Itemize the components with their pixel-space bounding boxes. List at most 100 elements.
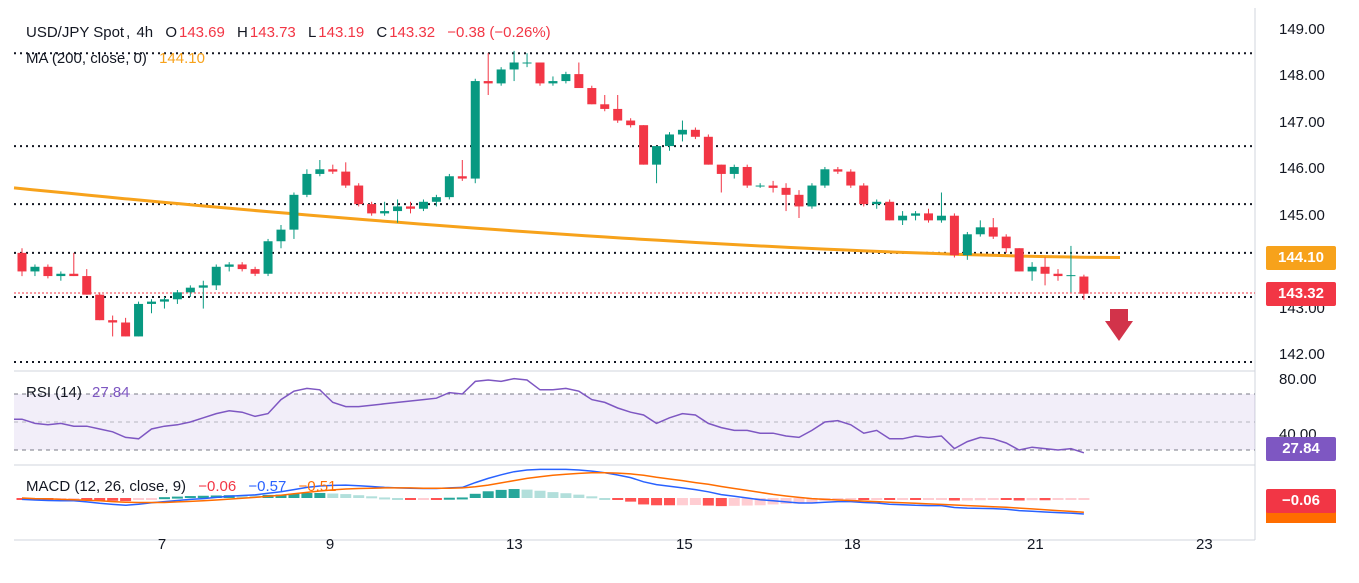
- candle-body: [185, 287, 195, 293]
- candle-body: [1079, 276, 1089, 294]
- macd-histogram-bar: [832, 498, 844, 500]
- macd-histogram-bar: [612, 498, 624, 500]
- macd-histogram-bar: [961, 498, 973, 501]
- macd-histogram-bar: [146, 498, 157, 500]
- candlestick-series: [17, 50, 1089, 337]
- macd-histogram-bar: [366, 496, 378, 499]
- macd-histogram-bar: [534, 490, 546, 498]
- candle-body: [949, 215, 959, 256]
- candle-body: [121, 322, 131, 337]
- macd-histogram-bar: [1026, 498, 1038, 501]
- price-badge: 143.32: [1266, 282, 1336, 306]
- macd-histogram-bar: [405, 498, 416, 500]
- time-tick: 15: [676, 536, 693, 553]
- candle-body: [898, 215, 908, 221]
- macd-histogram-bar: [910, 498, 922, 500]
- macd-histogram-bar: [871, 498, 883, 500]
- macd-histogram-bar: [754, 498, 766, 506]
- time-tick: 7: [157, 536, 167, 553]
- macd-histogram-bar: [793, 498, 805, 504]
- macd-histogram-bar: [94, 498, 106, 501]
- macd-histogram-bar: [689, 498, 701, 505]
- macd-histogram-bar: [974, 498, 986, 501]
- candle-body: [975, 227, 985, 235]
- macd-histogram-bar: [158, 497, 170, 500]
- macd-histogram-bar: [443, 497, 455, 500]
- macd-value: −0.06: [198, 478, 237, 495]
- macd-histogram-bar: [547, 492, 559, 498]
- candle-body: [561, 74, 571, 82]
- candle-body: [457, 176, 467, 179]
- macd-badge: −0.06: [1266, 489, 1336, 513]
- macd-histogram-bar: [301, 492, 313, 498]
- macd-histogram-bar: [236, 495, 248, 498]
- macd-histogram-bar: [884, 498, 896, 500]
- macd-histogram-bar: [107, 498, 119, 501]
- macd-histogram-bar: [845, 498, 857, 500]
- macd-axis-marker: [1266, 511, 1336, 523]
- candle-body: [639, 125, 649, 165]
- macd-histogram-bar: [120, 498, 132, 502]
- macd-histogram-bar: [1078, 498, 1090, 500]
- support-resistance-levels: [14, 52, 1255, 363]
- macd-hist-value: −0.51: [298, 478, 337, 495]
- macd-histogram-bar: [327, 493, 339, 498]
- candle-body: [237, 264, 247, 270]
- candle-body: [483, 81, 493, 84]
- candle-body: [613, 108, 623, 121]
- macd-histogram-bar: [780, 498, 792, 504]
- candle-body: [522, 62, 532, 64]
- price-tick: 146.00: [1279, 160, 1325, 178]
- macd-histogram-bar: [573, 494, 585, 498]
- candle-body: [211, 266, 221, 286]
- macd-histogram-bar: [664, 498, 675, 506]
- candle-body: [924, 213, 933, 221]
- candle-body: [56, 273, 66, 277]
- macd-histogram-bar: [987, 498, 999, 500]
- macd-histogram-bar: [676, 498, 688, 506]
- ma-legend: MA (200, close, 0) 144.10: [26, 50, 207, 67]
- candle-body: [341, 171, 351, 186]
- macd-histogram-bar: [560, 493, 572, 498]
- low-value: 143.19: [318, 24, 365, 41]
- macd-histogram-bar: [586, 496, 598, 499]
- candle-body: [703, 136, 713, 165]
- candle-body: [418, 201, 428, 209]
- candle-body: [250, 269, 260, 274]
- macd-legend: MACD (12, 26, close, 9) −0.06 −0.57 −0.5…: [26, 478, 338, 495]
- time-tick: 21: [1027, 536, 1044, 553]
- candle-body: [690, 129, 700, 137]
- candle-body: [846, 171, 856, 186]
- time-tick: 23: [1196, 536, 1213, 553]
- macd-histogram-bar: [456, 497, 468, 500]
- macd-histogram-bar: [495, 489, 507, 498]
- macd-histogram-bar: [741, 498, 753, 506]
- candle-body: [95, 294, 105, 321]
- candle-body: [444, 176, 454, 198]
- candle-body: [548, 81, 558, 84]
- macd-histogram-bar: [702, 498, 714, 506]
- macd-histogram-bar: [625, 498, 637, 502]
- rsi-badge: 27.84: [1266, 437, 1336, 461]
- macd-histogram-bar: [16, 498, 28, 500]
- candle-body: [380, 211, 390, 214]
- candle-body: [1053, 273, 1063, 277]
- candle-body: [716, 164, 726, 174]
- macd-histogram-bar: [171, 496, 183, 499]
- macd-signal-line: [21, 472, 1084, 514]
- candle-body: [82, 276, 92, 295]
- macd-histogram-bar: [935, 498, 947, 500]
- candle-body: [781, 187, 791, 195]
- candle-body: [677, 129, 687, 135]
- candle-body: [108, 320, 118, 323]
- candle-body: [574, 74, 584, 89]
- candle-body: [17, 252, 27, 272]
- candle-body: [496, 69, 506, 84]
- macd-histogram-bar: [133, 498, 145, 500]
- candle-body: [859, 185, 869, 205]
- candle-body: [768, 185, 778, 188]
- candle-body: [936, 215, 946, 221]
- rsi-axis-tick-80: 80.00: [1279, 371, 1317, 388]
- macd-histogram-bar: [430, 498, 442, 500]
